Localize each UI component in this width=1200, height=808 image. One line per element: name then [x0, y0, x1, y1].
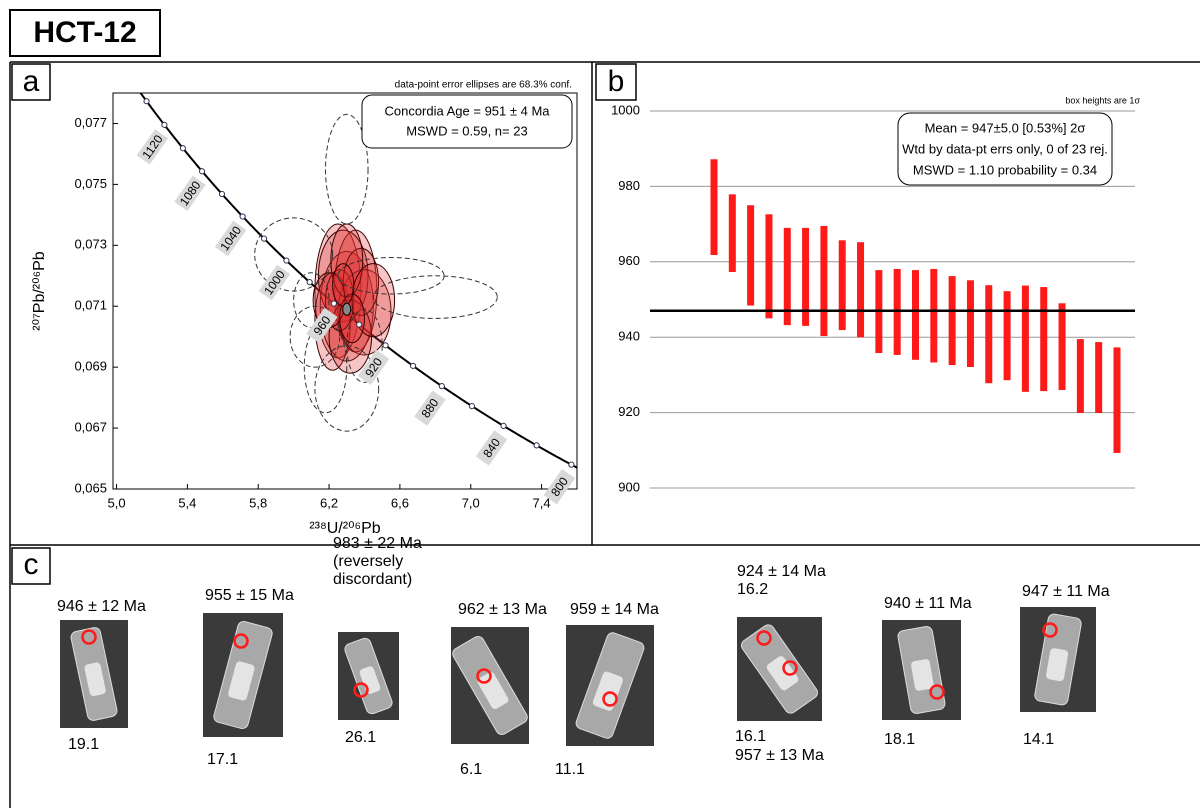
grain-label: 26.1 — [345, 729, 376, 746]
error-box — [765, 214, 772, 318]
annotation: Mean = 947±5.0 [0.53%] 2σ — [925, 120, 1086, 135]
y-tick-label: 0,067 — [74, 420, 107, 435]
y-tick-label: 0,075 — [74, 176, 107, 191]
age-tick — [569, 462, 574, 467]
x-tick-label: 6,6 — [391, 495, 409, 510]
y-tick-label: 940 — [618, 329, 640, 344]
error-box — [1040, 287, 1047, 391]
y-tick-label: 900 — [618, 479, 640, 494]
error-box — [967, 280, 974, 367]
error-box — [1059, 303, 1066, 390]
figure-title: HCT-12 — [33, 16, 136, 49]
grain-age: 962 ± 13 Ma — [458, 601, 547, 618]
grain-age: (reversely — [333, 553, 403, 570]
age-tick — [284, 258, 289, 263]
age-tick — [162, 122, 167, 127]
y-tick-label: 980 — [618, 178, 640, 193]
y-tick-label: 0,069 — [74, 359, 107, 374]
age-tick — [144, 99, 149, 104]
panel-label: a — [23, 65, 40, 98]
age-tick — [219, 191, 224, 196]
grain-label: 17.1 — [207, 751, 238, 768]
grain-label: 16.1 — [735, 728, 766, 745]
grain-age: 983 ± 22 Ma — [333, 535, 422, 552]
grain-age: 924 ± 14 Ma — [737, 563, 826, 580]
error-box — [820, 226, 827, 336]
annotation: MSWD = 0.59, n= 23 — [406, 123, 527, 138]
error-box — [1022, 286, 1029, 392]
age-tick — [262, 236, 267, 241]
panel-label: c — [24, 548, 39, 581]
x-tick-label: 7,0 — [462, 495, 480, 510]
annotation: Wtd by data-pt errs only, 0 of 23 rej. — [902, 141, 1108, 156]
grain-age: 955 ± 15 Ma — [205, 587, 294, 604]
annotation: MSWD = 1.10 probability = 0.34 — [913, 162, 1097, 177]
error-box — [1114, 347, 1121, 453]
age-tick — [439, 384, 444, 389]
y-tick-label: 0,077 — [74, 115, 107, 130]
error-box — [839, 240, 846, 330]
note: box heights are 1σ — [1065, 95, 1140, 105]
error-box — [729, 194, 736, 272]
age-tick — [199, 169, 204, 174]
grain-age: 940 ± 11 Ma — [884, 595, 972, 612]
age-tick — [534, 443, 539, 448]
error-box — [1095, 342, 1102, 413]
grain-label: 11.1 — [555, 761, 585, 778]
error-box — [912, 270, 919, 360]
error-box — [747, 205, 754, 305]
concordia-age-ellipse — [343, 303, 351, 315]
error-box — [857, 242, 864, 337]
y-tick-label: 960 — [618, 253, 640, 268]
grain-age: 947 ± 11 Ma — [1022, 583, 1110, 600]
age-tick — [331, 301, 336, 306]
age-tick — [383, 343, 388, 348]
grain-age: 959 ± 14 Ma — [570, 601, 659, 618]
y-tick-label: 0,065 — [74, 480, 107, 495]
y-tick-label: 1000 — [611, 102, 640, 117]
grain-label: 6.1 — [460, 761, 482, 778]
x-tick-label: 5,0 — [108, 495, 126, 510]
grain-label: 19.1 — [68, 736, 99, 753]
error-box — [1004, 291, 1011, 380]
x-tick-label: 5,8 — [249, 495, 267, 510]
error-box — [711, 159, 718, 255]
error-box — [949, 276, 956, 365]
error-ellipse — [333, 264, 354, 307]
age-tick — [240, 214, 245, 219]
x-tick-label: 5,4 — [178, 495, 196, 510]
y-tick-label: 0,071 — [74, 298, 107, 313]
grain-age: 946 ± 12 Ma — [57, 598, 146, 615]
panel-label: b — [608, 65, 625, 98]
y-tick-label: 0,073 — [74, 237, 107, 252]
error-box — [930, 269, 937, 362]
grain-age: discordant) — [333, 571, 412, 588]
x-tick-label: 6,2 — [320, 495, 338, 510]
age-tick — [469, 404, 474, 409]
grain-label: 14.1 — [1023, 731, 1054, 748]
age-tick — [410, 363, 415, 368]
grain-age: 16.2 — [737, 581, 768, 598]
error-box — [1077, 339, 1084, 413]
figure: HCT-12 a b c 5,05,45,86,26,67,07,40,0650… — [0, 0, 1200, 808]
annotation: Concordia Age = 951 ± 4 Ma — [384, 103, 550, 118]
age-tick — [357, 322, 362, 327]
age-tick — [501, 423, 506, 428]
age-tick — [307, 280, 312, 285]
grain-label: 18.1 — [884, 731, 915, 748]
age-tick — [180, 146, 185, 151]
error-box — [985, 285, 992, 383]
y-tick-label: 920 — [618, 404, 640, 419]
note: data-point error ellipses are 68.3% conf… — [395, 80, 572, 91]
y-axis-label: ²⁰⁷Pb/²⁰⁶Pb — [31, 251, 48, 331]
grain-label: 957 ± 13 Ma — [735, 747, 824, 764]
